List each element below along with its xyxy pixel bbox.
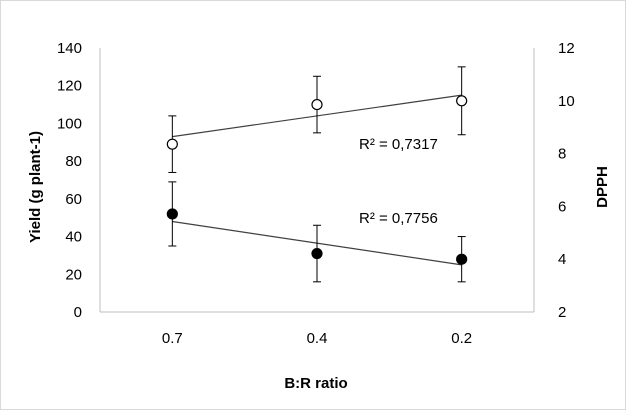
y-tick-label: 140	[57, 40, 82, 57]
x-tick-label: 0.2	[451, 330, 472, 347]
y-tick-label: 0	[74, 304, 82, 321]
y-tick-label: 60	[65, 191, 82, 208]
x-tick-label: 0.4	[307, 330, 328, 347]
left-axis-ticks: 0 20 40 60 80 100 120 140	[57, 40, 82, 321]
r2-label-filled-series: R² = 0,7756	[359, 210, 438, 227]
y-tick-label: 80	[65, 153, 82, 170]
right-axis-ticks: 2 4 6 8 10 12	[558, 40, 575, 321]
x-tick-label: 0.7	[162, 330, 183, 347]
filled-data-point	[166, 208, 178, 220]
axes	[99, 48, 535, 313]
open-data-point	[456, 95, 468, 107]
y-tick-label: 40	[65, 229, 82, 246]
x-axis-ticks: 0.7 0.4 0.2	[162, 330, 472, 347]
y2-axis-title: DPPH	[594, 166, 611, 208]
filled-data-point	[311, 247, 323, 260]
y2-tick-label: 4	[558, 251, 566, 268]
open-data-point	[166, 138, 178, 150]
data-points	[166, 95, 468, 265]
r2-label-open-series: R² = 0,7317	[359, 136, 438, 153]
y2-tick-label: 12	[558, 40, 575, 57]
y2-tick-label: 8	[558, 146, 566, 163]
y-axis-title: Yield (g plant-1)	[27, 131, 44, 243]
y2-tick-label: 10	[558, 93, 575, 110]
y2-tick-label: 2	[558, 304, 566, 321]
y-tick-label: 20	[65, 266, 82, 283]
open-data-point	[311, 98, 323, 111]
x-axis-title: B:R ratio	[284, 375, 347, 392]
y-tick-label: 120	[57, 78, 82, 95]
y-tick-label: 100	[57, 115, 82, 132]
y2-tick-label: 6	[558, 198, 566, 215]
filled-data-point	[456, 253, 468, 265]
